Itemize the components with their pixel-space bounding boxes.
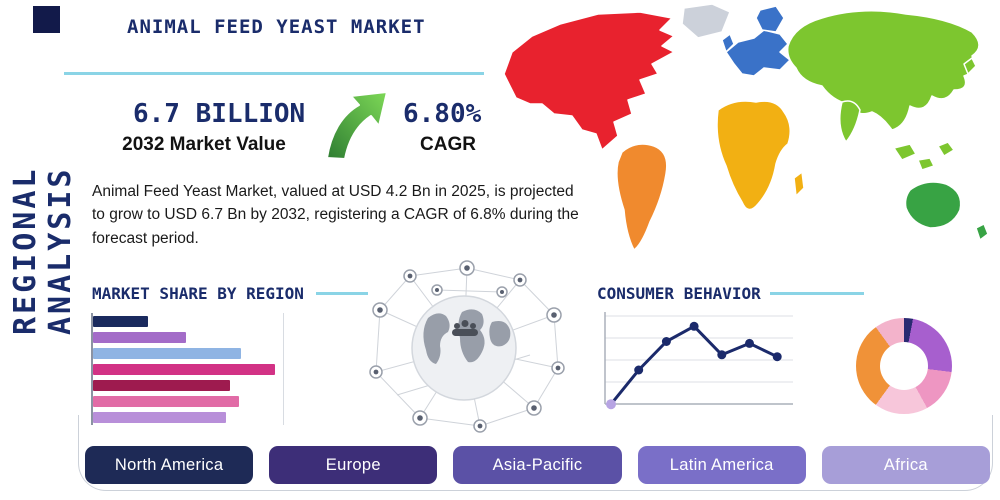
market-share-heading-line: [316, 292, 368, 295]
growth-arrow-icon: [323, 88, 391, 162]
bar-row: [93, 412, 226, 423]
page-title: ANIMAL FEED YEAST MARKET: [127, 16, 426, 38]
bar-row: [93, 332, 187, 343]
world-map: [502, 2, 998, 260]
bar-chart-gridline: [283, 313, 284, 425]
corner-accent-square: [33, 6, 60, 33]
cagr-caption: CAGR: [420, 134, 476, 155]
card-outline: [78, 415, 993, 491]
donut-hole: [880, 342, 928, 390]
bar-chart: [93, 316, 283, 426]
bar-chart-axis: [91, 313, 93, 425]
globe-network-graphic: [362, 260, 567, 435]
market-summary-text: Animal Feed Yeast Market, valued at USD …: [92, 183, 579, 247]
region-button-africa[interactable]: Africa: [821, 446, 991, 484]
consumer-behavior-heading-line: [770, 292, 864, 295]
cagr-stat: 6.80%: [403, 99, 482, 129]
region-button-asia-pacific[interactable]: Asia-Pacific: [453, 446, 622, 484]
vertical-section-label: REGIONAL ANALYSIS: [8, 166, 78, 336]
region-button-europe[interactable]: Europe: [269, 446, 438, 484]
line-chart: [604, 312, 793, 410]
consumer-behavior-heading: CONSUMER BEHAVIOR: [597, 284, 761, 303]
bar-row: [93, 316, 149, 327]
market-share-heading: MARKET SHARE BY REGION: [92, 284, 304, 303]
line-chart-container: [597, 304, 797, 422]
bar-row: [93, 380, 230, 391]
bar-row: [93, 364, 276, 375]
donut-chart: [856, 318, 952, 414]
bar-row: [93, 348, 242, 359]
region-button-latin-america[interactable]: Latin America: [637, 446, 806, 484]
market-value-caption: 2032 Market Value: [122, 134, 286, 155]
region-button-north-america[interactable]: North America: [85, 446, 254, 484]
title-divider: [64, 72, 484, 75]
market-value-stat: 6.7 BILLION: [133, 99, 306, 129]
region-buttons: North America Europe Asia-Pacific Latin Ame…: [85, 446, 991, 484]
bar-row: [93, 396, 240, 407]
